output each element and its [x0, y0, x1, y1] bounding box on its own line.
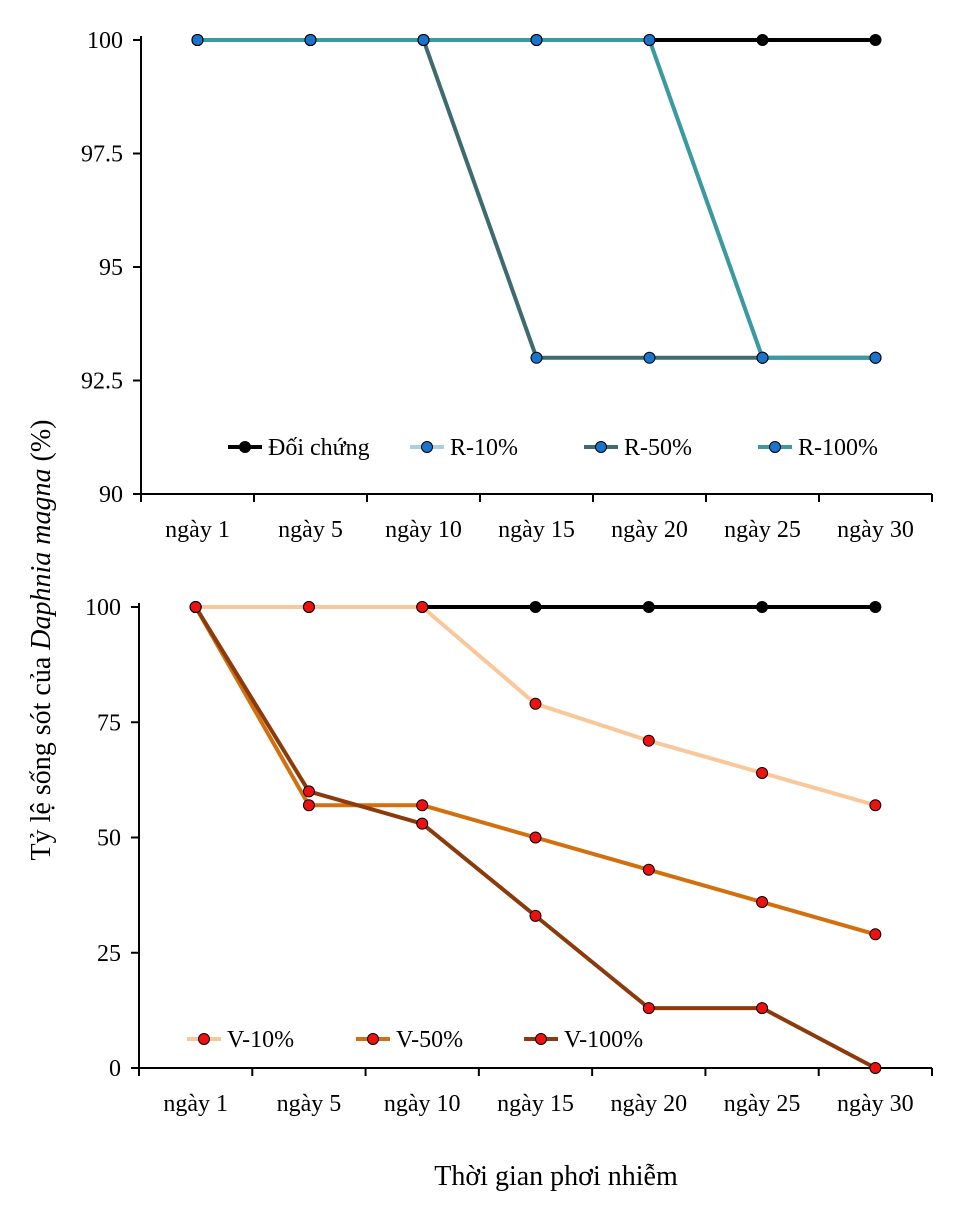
x-tick-label: ngày 1	[163, 1091, 228, 1117]
data-point	[642, 601, 655, 613]
legend-swatch-marker	[367, 1033, 379, 1045]
x-tick-label: ngày 25	[724, 517, 801, 543]
data-point	[302, 601, 315, 613]
x-tick-label: ngày 20	[611, 517, 688, 543]
data-point	[529, 697, 542, 710]
data-point	[529, 601, 542, 613]
data-point	[756, 351, 769, 364]
data-point	[191, 34, 204, 46]
y-tick-label: 92.5	[81, 369, 123, 395]
x-tick-label: ngày 1	[165, 517, 230, 543]
y-tick-label: 0	[109, 1056, 121, 1082]
legend-label: R-100%	[798, 435, 878, 461]
x-tick-label: ngày 30	[837, 1091, 914, 1117]
series-line	[197, 38, 876, 360]
y-axis-title: Tỷ lệ sống sót của Daphnia magna (%)	[26, 420, 57, 861]
data-point	[529, 831, 542, 844]
data-point	[530, 34, 543, 46]
y-tick-label: 75	[97, 710, 121, 736]
data-point	[642, 734, 655, 747]
data-point	[756, 601, 769, 613]
legend-label: R-10%	[450, 435, 518, 461]
y-tick-label: 100	[87, 28, 123, 54]
legend-label: V-100%	[564, 1027, 643, 1053]
y-tick-label: 90	[99, 482, 123, 508]
x-tick-label: ngày 15	[498, 517, 575, 543]
y-axis-title-part-3: (%)	[26, 420, 57, 469]
data-point	[642, 863, 655, 876]
data-point	[417, 34, 430, 46]
x-tick-label: ngày 25	[724, 1091, 801, 1117]
y-tick-label: 97.5	[81, 142, 123, 168]
data-point	[869, 799, 882, 812]
data-point	[643, 34, 656, 46]
data-point	[869, 1062, 882, 1074]
data-point	[643, 351, 656, 364]
data-point	[530, 351, 543, 364]
data-point	[529, 909, 542, 922]
legend-swatch-marker	[769, 441, 781, 453]
data-point	[869, 351, 882, 364]
x-tick-label: ngày 5	[278, 517, 343, 543]
y-tick-label: 50	[97, 826, 121, 852]
data-point	[302, 785, 315, 798]
series-line	[197, 38, 876, 360]
x-tick-label: ngày 10	[384, 1091, 461, 1117]
data-point	[756, 896, 769, 909]
x-tick-label: ngày 20	[610, 1091, 687, 1117]
chart-r-series: 90 92.5 95 97.5 100 ngày 1 ngày 5 ngày 10 ngày 1…	[81, 28, 933, 543]
x-tick-label: ngày 15	[497, 1091, 574, 1117]
data-point	[189, 601, 202, 613]
y-tick-label: 95	[99, 255, 123, 281]
data-point	[756, 766, 769, 779]
data-point	[869, 34, 882, 46]
data-point	[416, 799, 429, 812]
legend-swatch-marker	[239, 441, 251, 453]
legend-label: Đối chứng	[268, 435, 370, 461]
data-point	[304, 34, 317, 46]
legend-label: V-50%	[396, 1027, 463, 1053]
legend-swatch-marker	[198, 1033, 210, 1045]
y-axis-title-part-1: Tỷ lệ sống sót của	[26, 650, 57, 861]
legend-swatch-marker	[535, 1033, 547, 1045]
x-tick-label: ngày 5	[277, 1091, 342, 1117]
data-point	[302, 799, 315, 812]
data-point	[416, 601, 429, 613]
y-axis-title-part-2: Daphnia magna	[26, 469, 57, 651]
data-point	[869, 601, 882, 613]
data-point	[416, 817, 429, 830]
x-tick-label: ngày 30	[837, 517, 914, 543]
y-tick-label: 100	[85, 595, 121, 621]
x-axis-title: Thời gian phơi nhiễm	[434, 1161, 678, 1192]
y-tick-label: 25	[97, 941, 121, 967]
legend-label: R-50%	[624, 435, 692, 461]
data-point	[756, 1002, 769, 1015]
legend-label: V-10%	[227, 1027, 294, 1053]
data-point	[756, 34, 769, 46]
data-point	[869, 928, 882, 941]
x-tick-label: ngày 10	[385, 517, 462, 543]
series-line	[197, 38, 876, 360]
chart-v-series: 0 25 50 75 100 ngày 1 ngày 5 ngày 10 ngày 15 ngày…	[85, 595, 933, 1117]
legend-swatch-marker	[421, 441, 433, 453]
data-point	[642, 1002, 655, 1015]
legend-swatch-marker	[595, 441, 607, 453]
